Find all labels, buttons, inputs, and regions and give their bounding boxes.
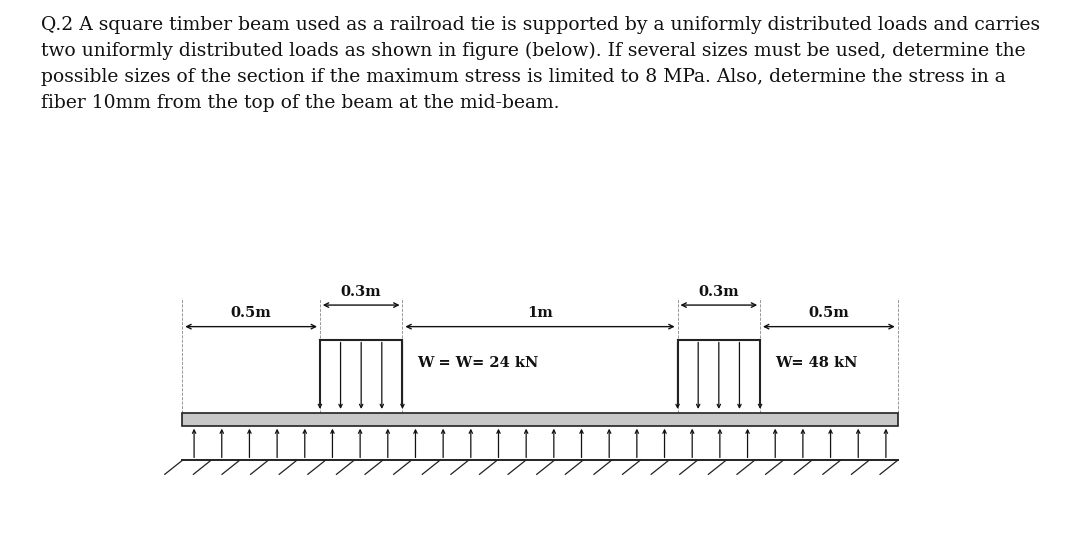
Text: W= 48 kN: W= 48 kN — [774, 356, 858, 370]
Text: 0.5m: 0.5m — [809, 306, 849, 320]
Bar — [183, 413, 897, 426]
Text: W = W= 24 kN: W = W= 24 kN — [417, 356, 539, 370]
Text: Q.2 A square timber beam used as a railroad tie is supported by a uniformly dist: Q.2 A square timber beam used as a railr… — [41, 16, 1040, 112]
Text: 0.3m: 0.3m — [699, 285, 739, 299]
Text: 1m: 1m — [527, 306, 553, 320]
Text: 0.3m: 0.3m — [341, 285, 381, 299]
Text: 0.5m: 0.5m — [231, 306, 271, 320]
